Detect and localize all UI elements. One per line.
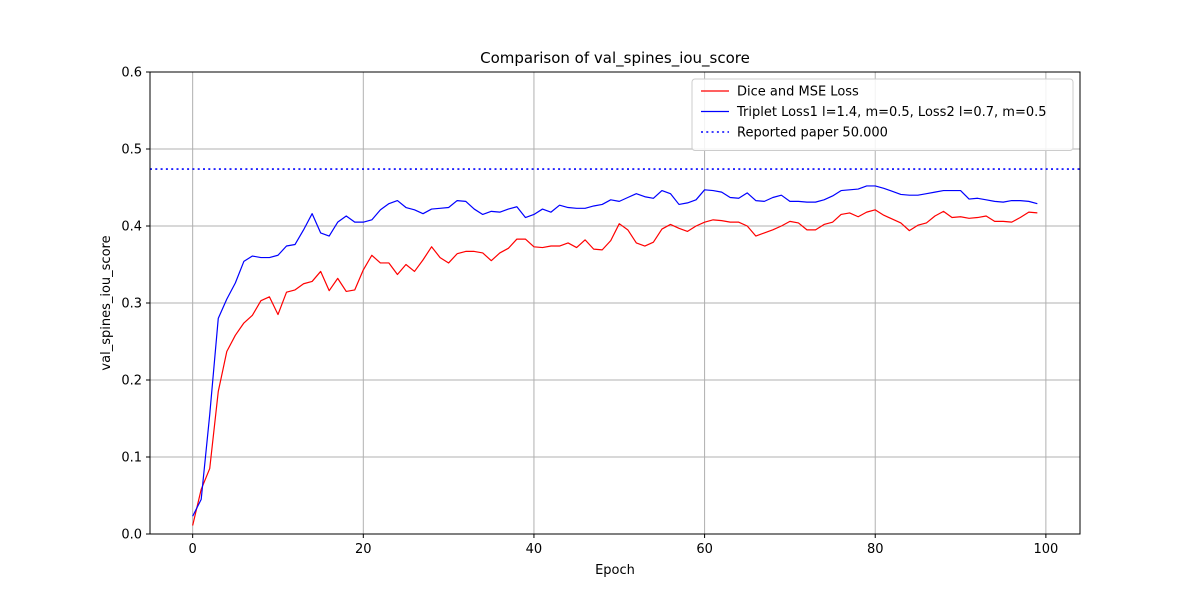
y-tick-label: 0.4 — [121, 220, 142, 235]
y-tick-label: 0.3 — [121, 297, 142, 312]
legend-label: Reported paper 50.000 — [737, 126, 888, 141]
x-axis-title: Epoch — [595, 563, 635, 578]
legend-box — [691, 78, 1074, 151]
y-tick-label: 0.5 — [121, 143, 142, 158]
y-tick-label: 0.2 — [121, 374, 142, 389]
x-tick-label: 100 — [1033, 542, 1058, 557]
series-line-1 — [192, 185, 1038, 517]
axis-ticks: 0 20 40 60 80 100 0.0 0.1 0.2 0.3 0.4 0.5 0.6 — [121, 66, 1058, 558]
x-tick-label: 40 — [526, 542, 543, 557]
chart-title: Comparison of val_spines_iou_score — [480, 49, 750, 68]
y-axis-title: val_spines_iou_score — [99, 235, 114, 370]
x-tick-label: 0 — [189, 542, 197, 557]
x-tick-label: 20 — [355, 542, 372, 557]
plot-series — [150, 168, 1080, 526]
y-tick-label: 0.1 — [121, 451, 142, 466]
y-tick-label: 0.0 — [121, 528, 142, 543]
legend: Dice and MSE Loss Triplet Loss1 l=1.4, m=… — [691, 78, 1074, 151]
legend-label: Dice and MSE Loss — [737, 85, 859, 100]
legend-label: Triplet Loss1 l=1.4, m=0.5, Loss2 l=0.7,… — [736, 105, 1047, 120]
x-tick-label: 80 — [867, 542, 884, 557]
x-tick-label: 60 — [696, 542, 713, 557]
y-tick-label: 0.6 — [121, 66, 142, 81]
series-line-0 — [192, 209, 1038, 526]
